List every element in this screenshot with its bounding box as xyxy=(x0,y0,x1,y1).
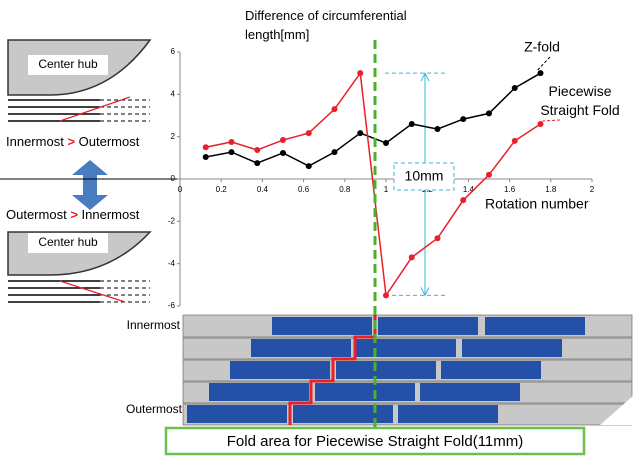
legend-pointer xyxy=(543,120,561,121)
x-tick-label: 0.8 xyxy=(339,185,351,194)
caption: Fold area for Piecewise Straight Fold(11… xyxy=(227,433,524,450)
y-tick-label: 2 xyxy=(171,132,176,141)
y-tick-label: 4 xyxy=(171,89,176,98)
hub-label: Center hub xyxy=(38,57,98,71)
data-point xyxy=(306,163,312,169)
legend-line: Piecewise xyxy=(548,83,611,99)
data-point xyxy=(460,116,466,122)
data-point xyxy=(512,85,518,91)
data-point xyxy=(280,150,286,156)
layers-dashed xyxy=(100,281,150,302)
data-point xyxy=(383,292,389,298)
relation-word: Innermost xyxy=(82,207,140,222)
data-point xyxy=(229,139,235,145)
hub-diagram-top: Center hub xyxy=(8,40,150,121)
relation-sign: > xyxy=(70,207,78,222)
x-tick-label: 2 xyxy=(590,185,595,194)
x-axis-title: Rotation number xyxy=(485,196,589,212)
relation-sign: > xyxy=(67,134,75,149)
data-point xyxy=(357,130,363,136)
layers-dashed xyxy=(100,100,150,121)
data-point xyxy=(332,106,338,112)
layers xyxy=(8,100,100,121)
data-point xyxy=(229,149,235,155)
hub-diagram-bottom: Center hub xyxy=(8,232,150,302)
y-tick-label: 6 xyxy=(171,47,176,56)
title-line: length[mm] xyxy=(245,27,309,42)
relation-word: Outermost xyxy=(6,207,67,222)
title-line: Difference of circumferential xyxy=(245,8,407,23)
legend-line: Straight Fold xyxy=(540,102,619,118)
legend-label: Z-fold xyxy=(524,39,560,55)
data-point xyxy=(357,70,363,76)
y-tick-label: -6 xyxy=(168,301,176,310)
y-tick-label: -2 xyxy=(168,216,176,225)
x-tick-label: 1.6 xyxy=(504,185,516,194)
chart: -6-4-2024600.20.40.60.811.21.41.61.82Dif… xyxy=(168,8,620,310)
data-point xyxy=(409,121,415,127)
data-point xyxy=(538,121,544,127)
data-point xyxy=(435,235,441,241)
brick-diagram xyxy=(183,315,634,425)
data-point xyxy=(435,126,441,132)
data-point xyxy=(254,160,260,166)
x-tick-label: 0 xyxy=(178,185,183,194)
data-point xyxy=(538,70,544,76)
data-point xyxy=(280,137,286,143)
relation-word: Outermost xyxy=(79,134,140,149)
x-tick-label: 0.6 xyxy=(298,185,310,194)
data-point xyxy=(203,154,209,160)
data-point xyxy=(332,149,338,155)
x-tick-label: 0.2 xyxy=(216,185,228,194)
legend-pointer xyxy=(538,57,551,70)
layers xyxy=(8,281,100,302)
data-point xyxy=(486,110,492,116)
row-label: Innermost xyxy=(127,318,181,332)
annotation: 10mm xyxy=(405,168,444,184)
data-point xyxy=(383,140,389,146)
x-tick-label: 1.4 xyxy=(463,185,475,194)
row-label: Outermost xyxy=(126,402,183,416)
y-tick-label: -4 xyxy=(168,259,176,268)
double-arrow xyxy=(72,160,108,210)
y-axis-title: Difference of circumferential length[mm] xyxy=(245,8,407,42)
data-point xyxy=(306,130,312,136)
x-tick-label: 1 xyxy=(384,185,389,194)
data-point xyxy=(409,254,415,260)
data-point xyxy=(460,197,466,203)
fold-line xyxy=(60,281,125,302)
data-point xyxy=(512,138,518,144)
data-point xyxy=(486,172,492,178)
x-tick-label: 1.8 xyxy=(545,185,557,194)
data-point xyxy=(254,147,260,153)
relation-bottom: Outermost > Innermost xyxy=(6,207,140,222)
relation-word: Innermost xyxy=(6,134,64,149)
relation-top: Innermost > Outermost xyxy=(6,134,140,149)
data-point xyxy=(203,144,209,150)
figure: Center hub Innermost > Outermost Outermo… xyxy=(0,0,634,457)
x-tick-label: 0.4 xyxy=(257,185,269,194)
hub-label: Center hub xyxy=(38,235,98,249)
y-tick-label: 0 xyxy=(171,174,176,183)
legend-label: Piecewise Straight Fold xyxy=(540,83,619,118)
